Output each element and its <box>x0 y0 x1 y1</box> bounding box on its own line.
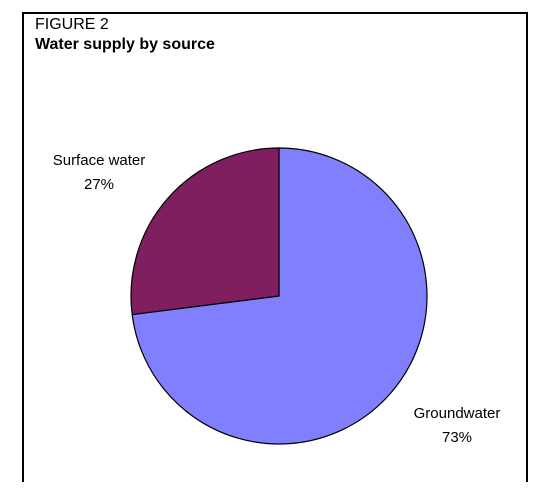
slice-label-groundwater-pct: 73% <box>442 429 472 446</box>
slice-label-groundwater-name: Groundwater <box>414 405 501 422</box>
pie-slices <box>130 147 428 445</box>
pie-slice-surface-water <box>130 147 280 316</box>
slice-label-surface-water-name: Surface water <box>53 152 146 169</box>
figure-number: FIGURE 2 <box>35 16 109 33</box>
chart-title: Water supply by source <box>35 36 215 53</box>
slice-label-surface-water-pct: 27% <box>84 176 114 193</box>
pie-labels: Groundwater 73% Surface water 27% <box>53 152 501 446</box>
